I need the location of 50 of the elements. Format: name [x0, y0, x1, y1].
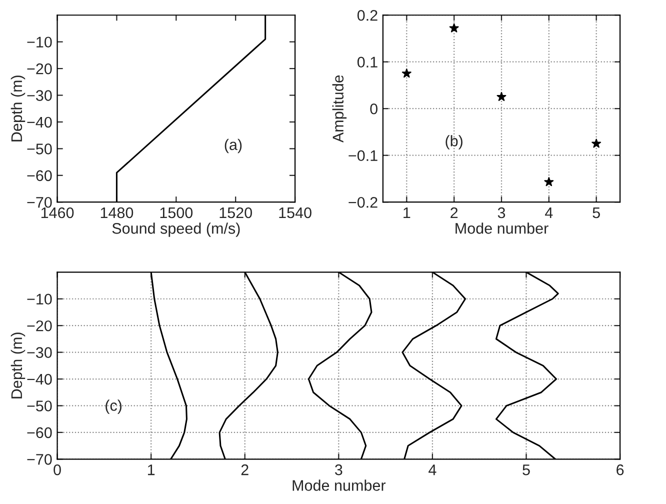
x-tick-label: 5 [592, 208, 600, 218]
y-tick-label: 0.1 [357, 56, 378, 68]
point [449, 23, 459, 32]
y-tick-label: −60 [27, 170, 52, 182]
y-axis-title: Depth (m) [10, 332, 26, 398]
annotation: (c) [106, 400, 122, 414]
y-tick-label: 0 [370, 103, 378, 114]
y-axis-title: Depth (m) [10, 76, 26, 142]
point [402, 68, 412, 78]
x-tick-label: 5 [522, 464, 530, 476]
y-tick-label: −60 [27, 427, 52, 438]
x-tick-label: 6 [616, 464, 624, 476]
y-tick-label: −40 [27, 116, 52, 128]
point [496, 92, 506, 102]
y-tick-label: −10 [27, 36, 52, 48]
x-axis-title: Mode number [292, 480, 386, 491]
y-axis-title: Amplitude [332, 75, 347, 143]
y-tick-label: −10 [27, 294, 52, 305]
x-tick-label: 1 [148, 464, 155, 476]
y-tick-label: −50 [27, 400, 52, 412]
y-tick-label: 0.2 [357, 10, 378, 21]
y-tick-label: −70 [27, 454, 52, 465]
y-tick-label: −50 [27, 144, 52, 154]
x-tick-label: 1500 [160, 207, 193, 218]
x-tick-label: 4 [428, 464, 436, 476]
y-tick-label: −20 [27, 63, 52, 74]
annotation: (a) [224, 138, 242, 154]
x-axis-title: Sound speed (m/s) [112, 222, 240, 237]
x-tick-label: 1480 [100, 207, 134, 218]
y-tick-label: −0.1 [348, 150, 378, 162]
x-tick-label: 3 [334, 464, 342, 476]
x-tick-label: 1540 [279, 207, 312, 218]
x-tick-label: 0 [54, 464, 61, 476]
y-tick-label: −70 [27, 196, 52, 208]
annotation: (b) [446, 135, 462, 150]
y-tick-label: −20 [27, 320, 52, 332]
x-tick-label: 4 [545, 208, 553, 218]
x-axis-title: Mode number [456, 222, 548, 234]
x-tick-label: 1 [404, 208, 410, 218]
y-tick-label: −30 [27, 347, 52, 358]
x-tick-label: 3 [498, 207, 506, 218]
y-tick-label: −30 [27, 90, 52, 101]
y-tick-label: −0.2 [348, 196, 378, 208]
point [544, 177, 554, 186]
point [592, 138, 602, 148]
x-tick-label: 2 [450, 207, 458, 218]
x-tick-label: 1520 [220, 207, 252, 218]
x-tick-label: 1460 [41, 207, 74, 218]
y-tick-label: −40 [27, 374, 52, 385]
x-tick-label: 2 [241, 464, 248, 476]
